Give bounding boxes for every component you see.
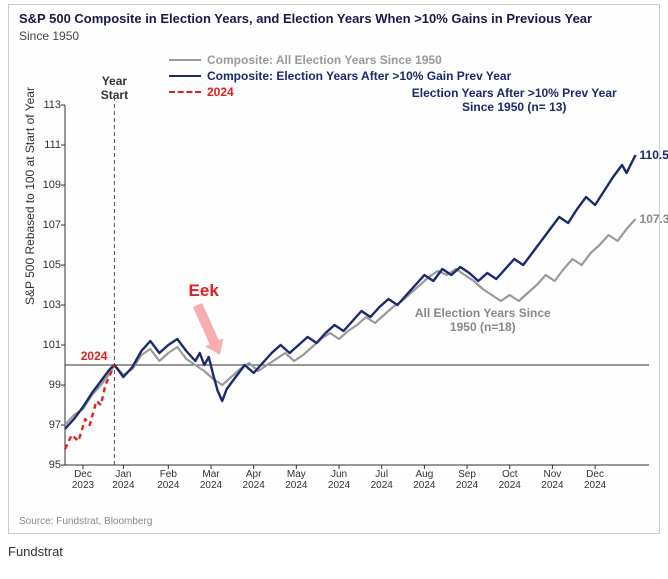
chart-title: S&P 500 Composite in Election Years, and… bbox=[19, 11, 592, 26]
chart-annotation: Year Start bbox=[101, 75, 128, 103]
y-tick-label: 107 bbox=[43, 219, 61, 231]
y-tick-label: 111 bbox=[44, 139, 61, 151]
legend-swatch bbox=[169, 75, 201, 77]
x-tick-label: Jul2024 bbox=[371, 469, 393, 491]
x-tick-label: Dec2023 bbox=[72, 469, 94, 491]
x-tick-label: Feb2024 bbox=[157, 469, 179, 491]
x-tick-label: Nov2024 bbox=[541, 469, 563, 491]
legend-swatch bbox=[169, 91, 201, 93]
svg-text:110.5: 110.5 bbox=[640, 148, 668, 162]
chart-annotation: All Election Years Since 1950 (n=18) bbox=[415, 307, 551, 335]
credit-text: Fundstrat bbox=[8, 544, 63, 559]
legend-item: Composite: All Election Years Since 1950 bbox=[169, 53, 511, 67]
x-tick-label: May2024 bbox=[285, 469, 307, 491]
x-tick-label: Oct2024 bbox=[499, 469, 521, 491]
legend-swatch bbox=[169, 59, 201, 61]
legend-item: Composite: Election Years After >10% Gai… bbox=[169, 69, 511, 83]
x-tick-label: Mar2024 bbox=[200, 469, 222, 491]
y-tick-label: 103 bbox=[43, 299, 61, 311]
y-tick-label: 97 bbox=[49, 419, 61, 431]
chart-annotation: 2024 bbox=[81, 350, 108, 364]
chart-annotation: Eek bbox=[189, 281, 219, 301]
x-tick-label: Dec2024 bbox=[584, 469, 606, 491]
svg-text:107.3: 107.3 bbox=[640, 212, 668, 226]
legend-label: Composite: Election Years After >10% Gai… bbox=[207, 69, 511, 83]
y-tick-label: 99 bbox=[49, 379, 61, 391]
y-tick-label: 101 bbox=[43, 339, 61, 351]
chart-annotation: Election Years After >10% Prev Year Sinc… bbox=[412, 87, 617, 115]
y-axis-label: S&P 500 Rebased to 100 at Start of Year bbox=[23, 87, 37, 305]
x-tick-label: Apr2024 bbox=[243, 469, 265, 491]
x-tick-label: Jun2024 bbox=[328, 469, 350, 491]
legend-label: Composite: All Election Years Since 1950 bbox=[207, 53, 442, 67]
legend-label: 2024 bbox=[207, 85, 234, 99]
x-tick-label: Sep2024 bbox=[456, 469, 478, 491]
y-tick-label: 95 bbox=[49, 459, 61, 471]
source-text: Source: Fundstrat, Bloomberg bbox=[19, 516, 152, 527]
plot-area: 107.3110.5 959799101103105107109111113De… bbox=[65, 105, 649, 465]
y-tick-label: 105 bbox=[43, 259, 61, 271]
y-tick-label: 109 bbox=[43, 179, 61, 191]
y-tick-label: 113 bbox=[43, 99, 61, 111]
x-tick-label: Jan2024 bbox=[112, 469, 134, 491]
chart-subtitle: Since 1950 bbox=[19, 29, 79, 43]
chart-container: S&P 500 Composite in Election Years, and… bbox=[8, 4, 660, 534]
x-tick-label: Aug2024 bbox=[413, 469, 435, 491]
